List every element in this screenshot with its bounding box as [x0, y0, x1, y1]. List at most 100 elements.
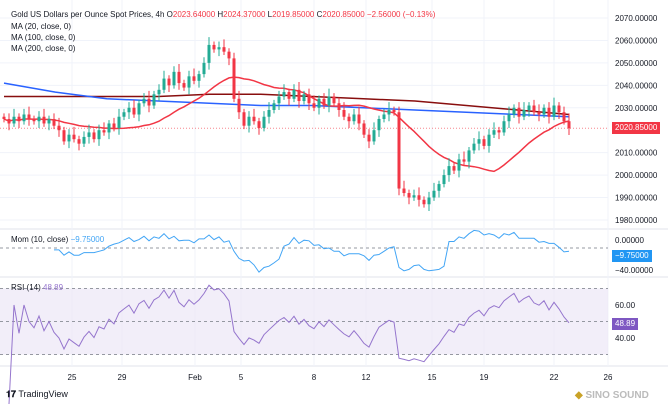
candle-body	[77, 139, 81, 144]
x-tick-label: 26	[604, 373, 613, 382]
candle-body	[477, 139, 481, 144]
y-tick-label: 2030.00000	[615, 104, 658, 113]
candle-body	[117, 116, 121, 128]
candle-body	[562, 112, 566, 122]
rsi-tick-40: 40.00	[615, 334, 636, 343]
candle-body	[267, 110, 271, 117]
candle-body	[367, 134, 371, 142]
candle-body	[172, 71, 176, 86]
candle-body	[212, 44, 216, 50]
candle-body	[487, 134, 491, 146]
candle-body	[92, 132, 96, 140]
candle-body	[377, 118, 381, 131]
candle-body	[402, 188, 406, 194]
candle-body	[347, 116, 351, 122]
candle-body	[517, 107, 521, 117]
y-tick-label: 1980.00000	[615, 216, 658, 225]
rsi-value-tag: 48.89	[612, 318, 639, 330]
candle-body	[62, 130, 66, 142]
candle-body	[372, 130, 376, 142]
low-value: 2019.85000	[272, 10, 315, 19]
candle-body	[237, 98, 241, 113]
candle-body	[32, 118, 36, 122]
candle-body	[397, 112, 401, 189]
candle-body	[147, 98, 151, 106]
candle-body	[262, 116, 266, 128]
candle-body	[252, 116, 256, 122]
candle-body	[112, 123, 116, 128]
candle-body	[277, 96, 281, 104]
ma100-legend[interactable]: MA (100, close, 0)	[11, 33, 76, 42]
tradingview-logo[interactable]: 𝟏𝟕 TradingView	[6, 389, 68, 400]
candle-body	[202, 62, 206, 75]
candle-body	[187, 76, 191, 88]
y-tick-label: 2070.00000	[615, 14, 658, 23]
close-label: C	[316, 10, 323, 19]
mom-label: Mom (10, close)	[11, 235, 69, 244]
candle-body	[507, 114, 511, 122]
candle-body	[137, 103, 141, 115]
candle-body	[207, 44, 211, 63]
candle-body	[247, 116, 251, 126]
rsi-label: RSI (14)	[11, 283, 41, 292]
mom-legend[interactable]: Mom (10, close) −9.75000	[11, 235, 104, 245]
candle-body	[97, 130, 101, 140]
rsi-tick-60: 60.00	[615, 301, 636, 310]
candle-body	[87, 132, 91, 137]
candle-body	[157, 89, 161, 95]
candle-body	[382, 114, 386, 119]
candle-body	[152, 94, 156, 106]
candle-body	[317, 98, 321, 108]
candle-body	[327, 96, 331, 106]
y-tick-label: 2060.00000	[615, 36, 658, 45]
candle-body	[547, 107, 551, 117]
ma200-legend[interactable]: MA (200, close, 0)	[11, 44, 76, 53]
candle-body	[127, 107, 131, 113]
momentum-line	[54, 229, 570, 273]
candle-body	[132, 107, 136, 115]
candle-body	[357, 114, 361, 124]
candle-body	[47, 118, 51, 124]
ma20-legend[interactable]: MA (20, close, 0)	[11, 22, 72, 31]
rsi-legend[interactable]: RSI (14) 48.89	[11, 283, 63, 293]
x-tick-label: 8	[312, 373, 317, 382]
candle-body	[307, 94, 311, 104]
candle-body	[387, 110, 391, 115]
candle-body	[162, 78, 166, 90]
y-tick-label: 2050.00000	[615, 59, 658, 68]
brand-label: TradingView	[18, 389, 68, 399]
candle-body	[142, 98, 146, 104]
candle-body	[337, 103, 341, 111]
candle-body	[497, 130, 501, 133]
mom-tick-0: 0.00000	[615, 236, 644, 245]
x-tick-label: 29	[118, 373, 127, 382]
candle-body	[527, 105, 531, 111]
candle-body	[482, 139, 486, 146]
candle-body	[17, 116, 21, 122]
candle-body	[242, 112, 246, 126]
candle-body	[12, 116, 16, 124]
x-tick-label: 15	[428, 373, 437, 382]
candle-body	[472, 143, 476, 151]
candle-body	[72, 134, 76, 140]
candle-body	[182, 83, 186, 88]
candle-body	[552, 105, 556, 117]
candle-body	[7, 118, 11, 124]
candle-body	[332, 96, 336, 104]
candle-body	[67, 134, 71, 142]
candle-body	[392, 110, 396, 113]
x-tick-label: 5	[239, 373, 244, 382]
candle-body	[107, 123, 111, 133]
candle-body	[322, 98, 326, 106]
ma100-line	[3, 82, 570, 118]
y-tick-label: 1990.00000	[615, 194, 658, 203]
change-value: −2.56000 (−0.13%)	[366, 10, 436, 19]
candle-body	[537, 112, 541, 115]
candle-body	[177, 71, 181, 84]
candle-body	[342, 110, 346, 117]
candle-body	[57, 125, 61, 131]
sino-sound-watermark: ◆ SINO SOUND	[575, 390, 649, 402]
candle-body	[457, 159, 461, 171]
candle-body	[42, 116, 46, 124]
